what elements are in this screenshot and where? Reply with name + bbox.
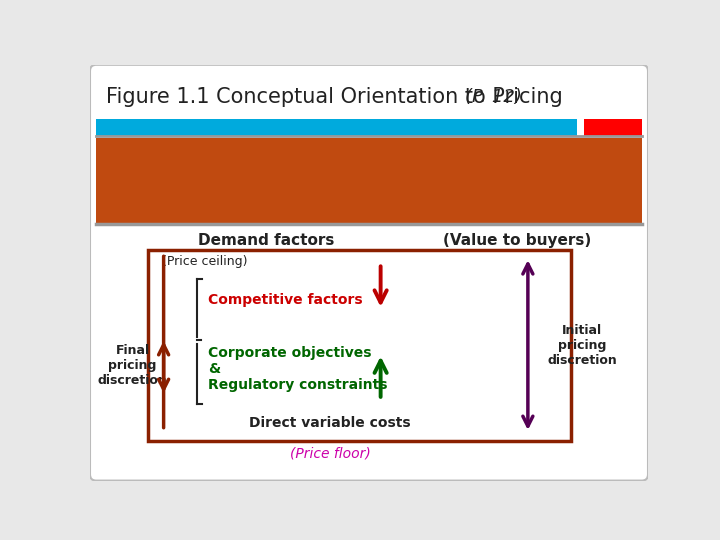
Text: Figure 1.1 Conceptual Orientation to Pricing: Figure 1.1 Conceptual Orientation to Pri… bbox=[106, 87, 569, 107]
Text: Initial
pricing
discretion: Initial pricing discretion bbox=[547, 325, 617, 367]
Text: Final
pricing
discretion: Final pricing discretion bbox=[98, 343, 168, 387]
Text: (Price ceiling): (Price ceiling) bbox=[162, 255, 248, 268]
Text: Competitive factors: Competitive factors bbox=[208, 293, 362, 307]
Text: (Value to buyers): (Value to buyers) bbox=[443, 233, 591, 248]
Text: Corporate objectives
&
Regulatory constraints: Corporate objectives & Regulatory constr… bbox=[208, 346, 387, 392]
Bar bbox=[96, 138, 642, 222]
Text: Direct variable costs: Direct variable costs bbox=[249, 416, 411, 430]
FancyBboxPatch shape bbox=[90, 65, 648, 481]
Bar bbox=[148, 249, 570, 441]
Bar bbox=[96, 119, 577, 136]
Text: (Price floor): (Price floor) bbox=[290, 447, 371, 461]
Bar bbox=[585, 119, 642, 136]
Text: Demand factors: Demand factors bbox=[199, 233, 335, 248]
Text: (P. 12): (P. 12) bbox=[465, 88, 522, 106]
